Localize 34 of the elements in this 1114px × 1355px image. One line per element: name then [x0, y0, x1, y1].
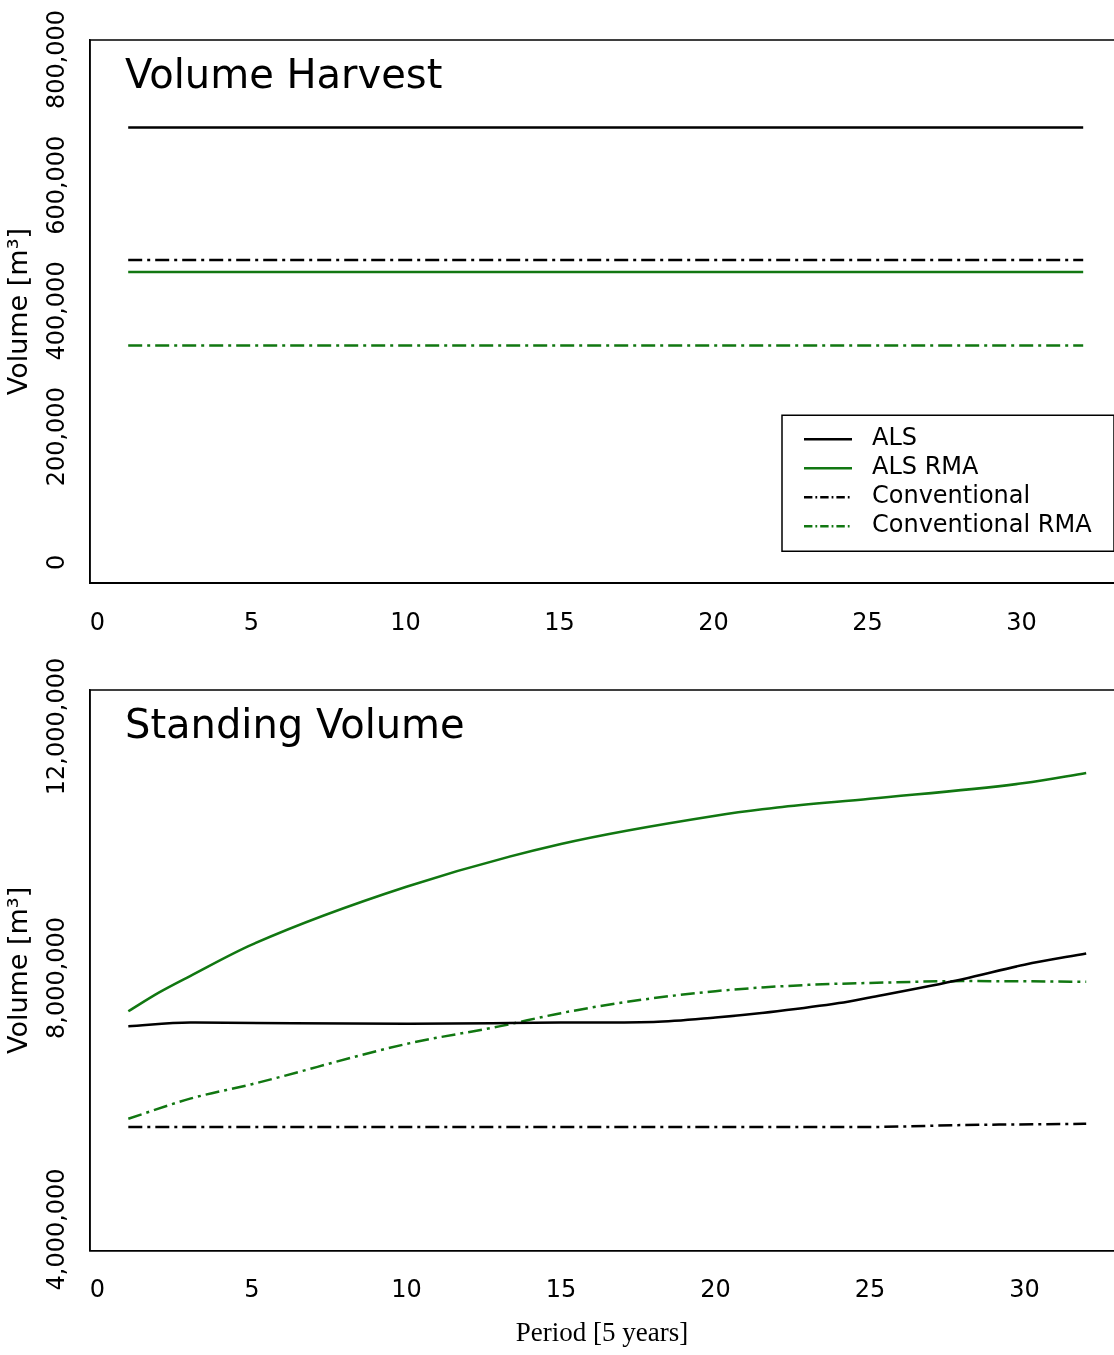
y-tick-label: 0 — [42, 554, 71, 571]
y-tick-label: 800,000 — [42, 9, 71, 110]
x-tick-label: 10 — [390, 607, 421, 636]
x-tick-label: 10 — [391, 1275, 422, 1304]
legend-label: Conventional — [872, 481, 1031, 510]
y-tick-label: 4,000,000 — [42, 1168, 71, 1291]
legend-label: ALS RMA — [872, 452, 980, 481]
y-axis-title: Volume [m³] — [2, 228, 34, 396]
x-tick-label: 0 — [89, 1275, 106, 1304]
chart-title: Volume Harvest — [125, 51, 443, 98]
y-axis-title: Volume [m³] — [2, 886, 34, 1054]
x-tick-label: 20 — [700, 1275, 731, 1304]
line-series — [127, 979, 1088, 1121]
x-tick-label: 5 — [244, 1275, 260, 1304]
line-series — [127, 771, 1088, 1013]
x-tick-label: 15 — [545, 1275, 577, 1304]
y-tick-label: 400,000 — [42, 261, 71, 361]
x-tick-label: 25 — [852, 607, 883, 636]
x-tick-label: 30 — [1006, 607, 1037, 636]
x-tick-label: 0 — [89, 607, 106, 636]
x-tick-label: 15 — [544, 607, 575, 636]
y-tick-label: 600,000 — [42, 135, 71, 235]
line-series — [127, 952, 1088, 1028]
y-tick-label: 12,000,000 — [42, 657, 71, 796]
x-tick-label: 30 — [1009, 1275, 1040, 1304]
legend-label: ALS — [872, 423, 918, 452]
x-tick-label: 25 — [854, 1275, 886, 1304]
x-tick-label: 5 — [243, 607, 260, 636]
x-tick-label: 20 — [698, 607, 729, 636]
legend-label: Conventional RMA — [872, 510, 1093, 539]
y-tick-label: 200,000 — [42, 387, 71, 487]
x-axis-title: Period [5 years] — [515, 1316, 689, 1347]
y-tick-label: 8,000,000 — [42, 916, 71, 1040]
chart-title: Standing Volume — [125, 701, 465, 748]
